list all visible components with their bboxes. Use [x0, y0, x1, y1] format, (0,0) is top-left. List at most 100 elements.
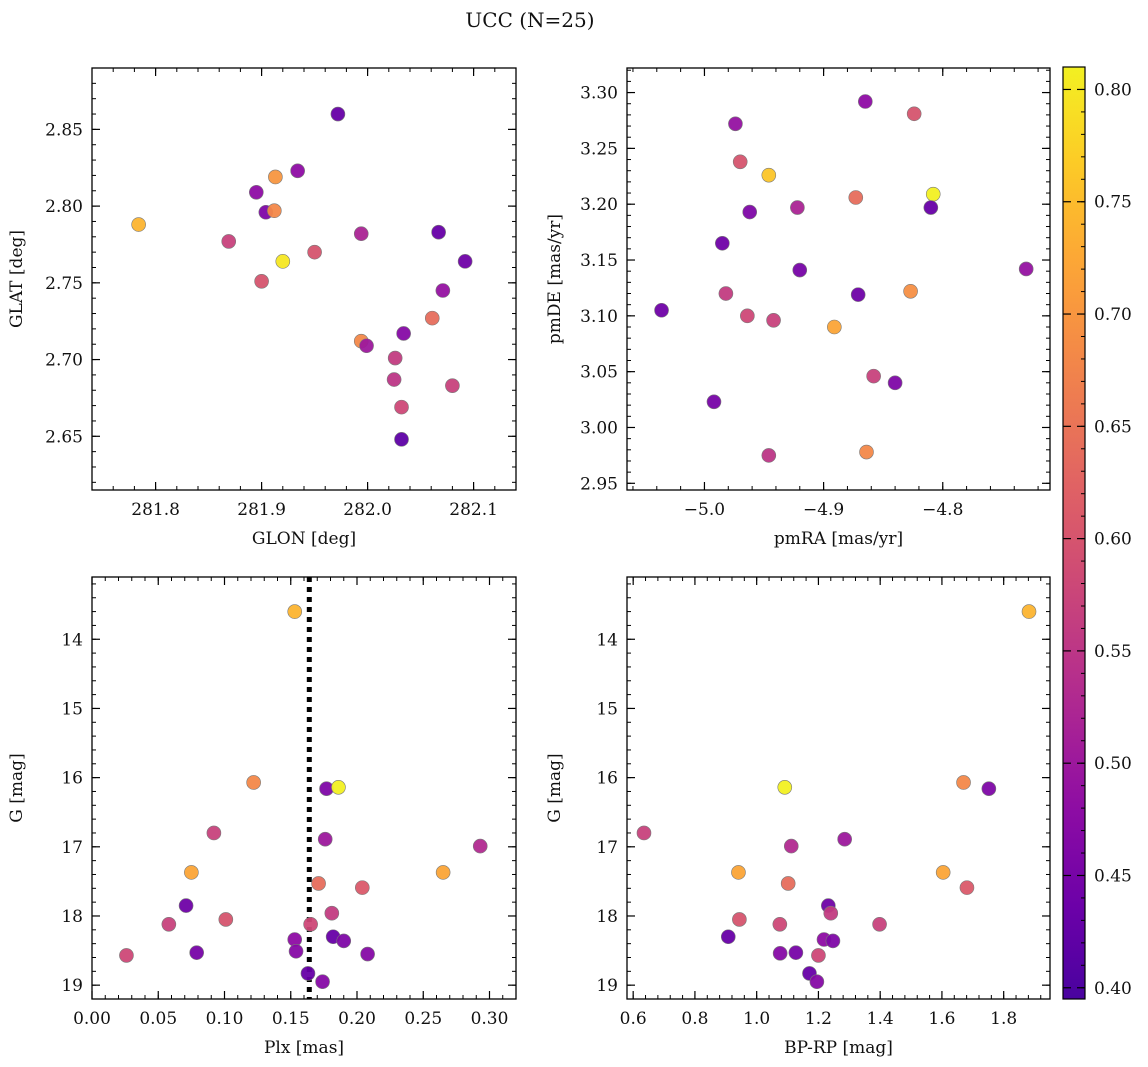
y-tick-label: 16 — [61, 769, 83, 789]
data-point — [858, 94, 873, 109]
axes-frame — [91, 67, 517, 491]
y-tick-label: 3.15 — [580, 251, 618, 271]
data-point — [772, 946, 788, 961]
colorbar-tick-label: 0.55 — [1094, 642, 1132, 662]
x-tick-label: −4.9 — [803, 500, 844, 520]
x-tick-label: 0.30 — [471, 1009, 509, 1029]
data-point — [887, 375, 903, 391]
data-point — [317, 831, 333, 847]
x-tick-label: 1.0 — [743, 1009, 770, 1029]
x-tick-label: 0.15 — [272, 1009, 310, 1029]
data-point — [925, 186, 941, 202]
data-point — [720, 929, 736, 945]
data-point — [424, 310, 440, 326]
data-point — [189, 945, 204, 960]
x-tick-label: 0.05 — [139, 1009, 177, 1029]
x-tick-label: 1.8 — [990, 1009, 1017, 1029]
colorbar-gradient — [1062, 66, 1086, 1000]
data-point — [654, 302, 669, 318]
data-point — [706, 394, 722, 410]
data-point — [324, 905, 340, 921]
axes-frame — [626, 576, 1051, 1000]
colorbar-tick-label: 0.65 — [1094, 417, 1132, 437]
x-tick-label: 1.2 — [805, 1009, 832, 1029]
x-tick-label: 1.4 — [867, 1009, 894, 1029]
y-axis-label: GLAT [deg] — [7, 230, 27, 328]
data-point — [206, 825, 222, 841]
y-tick-label: 2.95 — [580, 474, 618, 494]
y-tick-label: 3.00 — [580, 418, 618, 438]
data-point — [903, 283, 918, 299]
data-point — [303, 916, 318, 932]
data-point — [119, 948, 134, 963]
data-point — [761, 167, 777, 183]
x-tick-label: −5.0 — [684, 500, 725, 520]
data-point — [288, 943, 304, 959]
data-point — [981, 781, 997, 796]
data-point — [221, 234, 237, 249]
colorbar: 0.40 0.45 0.50 0.55 0.60 0.65 0.70 0.75 0.80 — [1062, 66, 1132, 1000]
data-point — [394, 432, 409, 447]
data-point — [811, 948, 826, 963]
data-point — [267, 203, 282, 219]
data-point — [394, 399, 409, 415]
data-point — [1021, 604, 1037, 619]
data-point — [472, 838, 488, 854]
data-point — [331, 780, 346, 795]
data-point — [823, 905, 839, 921]
axes-frame — [91, 576, 517, 1000]
figure-title: UCC (N=25) — [465, 8, 595, 32]
data-point — [353, 226, 369, 242]
data-point — [457, 254, 473, 269]
data-point — [311, 876, 326, 891]
y-tick-label: 3.05 — [580, 363, 618, 383]
x-tick-label: 0.10 — [206, 1009, 244, 1029]
data-point — [766, 313, 781, 328]
data-point — [396, 326, 411, 341]
data-point — [1018, 261, 1034, 277]
data-point — [248, 184, 264, 200]
y-tick-label: 3.25 — [580, 139, 618, 159]
data-point — [330, 106, 346, 122]
data-point — [848, 190, 864, 205]
y-tick-label: 19 — [596, 976, 618, 996]
data-point — [956, 775, 971, 790]
data-point — [184, 865, 199, 880]
colorbar-tick-label: 0.45 — [1094, 866, 1132, 886]
data-point — [268, 169, 283, 185]
x-tick-label: 0.8 — [681, 1009, 708, 1029]
data-point — [431, 224, 446, 240]
data-point — [783, 838, 799, 854]
colorbar-tick-label: 0.60 — [1094, 530, 1132, 550]
axes-frame — [626, 67, 1051, 491]
y-tick-label: 2.85 — [45, 120, 83, 140]
data-point — [790, 200, 805, 215]
data-point — [728, 116, 743, 132]
data-point — [290, 163, 305, 179]
data-point — [246, 775, 261, 790]
colorbar-tick-label: 0.80 — [1094, 80, 1132, 100]
colorbar-tick-label: 0.40 — [1094, 979, 1132, 999]
data-point — [780, 876, 796, 891]
y-tick-label: 3.20 — [580, 195, 618, 215]
y-tick-label: 2.75 — [45, 274, 83, 294]
data-point — [788, 945, 804, 960]
data-point — [827, 319, 842, 335]
data-point — [792, 262, 808, 278]
data-point — [315, 974, 330, 990]
data-point — [387, 350, 403, 366]
data-point — [218, 912, 234, 927]
x-tick-label: 282.1 — [449, 500, 498, 520]
panel-3: 0.00 0.05 0.10 0.15 0.20 0.25 0.30 14 15 16 17 18 19… — [7, 576, 517, 1058]
data-point — [360, 946, 375, 962]
x-tick-label: 281.9 — [237, 500, 286, 520]
x-tick-label: 0.00 — [73, 1009, 111, 1029]
y-tick-label: 2.80 — [45, 197, 83, 217]
y-tick-label: 3.10 — [580, 307, 618, 327]
data-point — [825, 933, 841, 949]
data-point — [178, 898, 194, 913]
data-point — [935, 865, 951, 880]
data-point — [718, 286, 734, 301]
x-axis-label: BP-RP [mag] — [784, 1038, 893, 1058]
